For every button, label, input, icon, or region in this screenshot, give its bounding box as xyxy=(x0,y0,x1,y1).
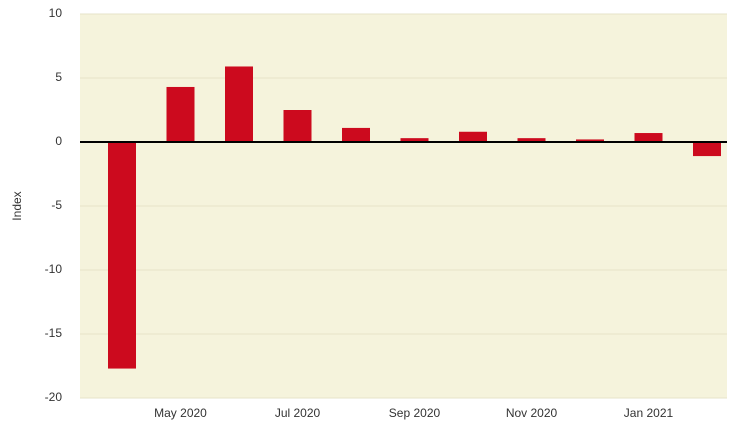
bar xyxy=(400,138,429,142)
bar xyxy=(576,139,604,142)
x-tick-label: Sep 2020 xyxy=(389,406,441,420)
bar xyxy=(693,142,721,157)
bar xyxy=(634,133,663,142)
x-tick-label: May 2020 xyxy=(154,406,207,420)
bar xyxy=(283,110,312,142)
y-tick-label: 0 xyxy=(55,134,62,148)
x-tick-label: Nov 2020 xyxy=(506,406,558,420)
bar xyxy=(517,138,546,142)
bar xyxy=(459,131,487,142)
bar xyxy=(166,86,195,142)
y-tick-label: -5 xyxy=(51,198,62,212)
y-tick-label: 10 xyxy=(49,6,63,20)
x-tick-label: Jan 2021 xyxy=(624,406,674,420)
y-tick-label: -15 xyxy=(45,326,63,340)
y-tick-label: 5 xyxy=(55,70,62,84)
y-tick-label: -10 xyxy=(45,262,63,276)
bar xyxy=(342,127,370,142)
bar xyxy=(108,142,136,369)
bar xyxy=(225,66,253,142)
y-axis-label: Index xyxy=(10,191,24,220)
x-tick-label: Jul 2020 xyxy=(275,406,321,420)
y-tick-label: -20 xyxy=(45,390,63,404)
